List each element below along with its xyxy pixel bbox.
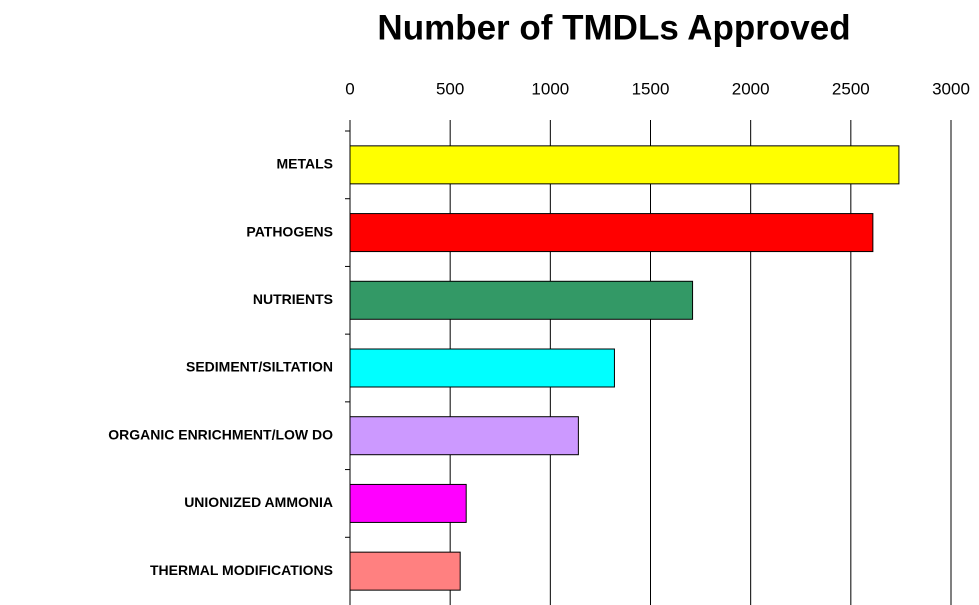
x-tick-label: 0 [345, 79, 354, 98]
x-tick-label: 2000 [732, 79, 770, 98]
bar [349, 551, 461, 591]
y-tick-label: UNIONIZED AMMONIA [184, 494, 333, 510]
y-tick-label: PATHOGENS [246, 223, 333, 239]
x-tick-label: 3000 [932, 79, 970, 98]
bar [349, 483, 467, 523]
x-tick-label: 1000 [531, 79, 569, 98]
y-tick-label: ORGANIC ENRICHMENT/LOW DO [108, 426, 333, 442]
y-tick-label: METALS [276, 156, 333, 172]
bar [349, 280, 694, 320]
x-tick-label: 2500 [832, 79, 870, 98]
bar [349, 213, 874, 253]
x-tick-label: 500 [436, 79, 464, 98]
y-tick-label: THERMAL MODIFICATIONS [150, 562, 333, 578]
y-tick-label: SEDIMENT/SILTATION [186, 359, 333, 375]
chart-title: Number of TMDLs Approved [377, 8, 850, 47]
bar [349, 416, 579, 456]
bar [349, 145, 900, 185]
bar [349, 348, 615, 388]
y-tick-label: NUTRIENTS [253, 291, 333, 307]
x-tick-label: 1500 [632, 79, 670, 98]
